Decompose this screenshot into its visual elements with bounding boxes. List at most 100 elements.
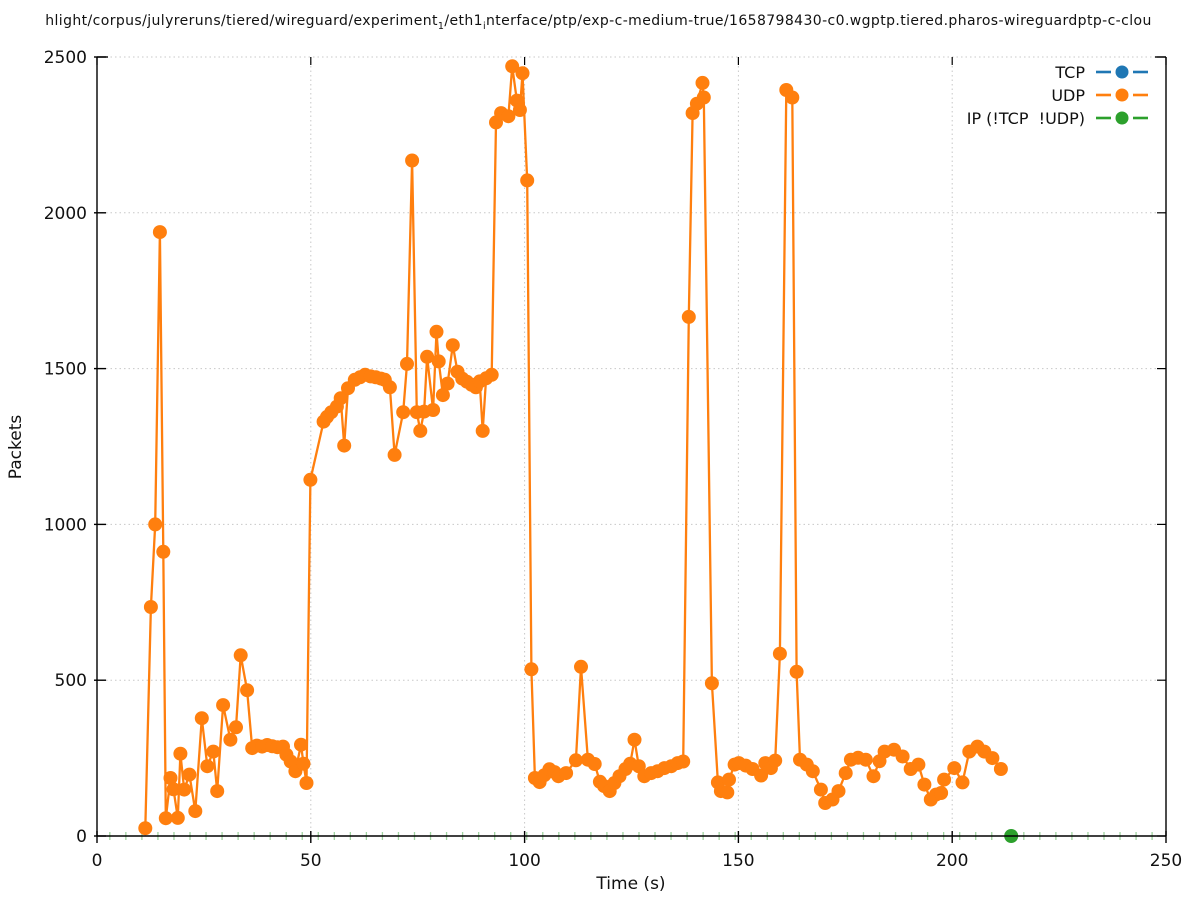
udp-data-point (696, 90, 711, 105)
x-tick-label: 50 (300, 851, 322, 871)
udp-data-point (294, 737, 308, 752)
udp-data-point (768, 753, 783, 768)
udp-data-point (445, 338, 460, 353)
x-tick-label: 100 (508, 851, 540, 871)
y-tick-label: 2500 (44, 48, 87, 68)
legend-item-ip: IP (!TCP !UDP) (967, 108, 1150, 128)
y-tick-label: 1500 (44, 360, 87, 380)
udp-data-point (216, 698, 231, 713)
udp-data-point (296, 756, 311, 771)
x-tick-label: 150 (722, 851, 754, 871)
udp-data-point (400, 356, 414, 371)
udp-data-point (229, 720, 243, 735)
udp-data-point (993, 762, 1008, 776)
legend-marker-ip-icon (1096, 111, 1148, 125)
udp-data-point (337, 438, 352, 453)
udp-data-point (426, 403, 441, 417)
udp-data-point (484, 367, 499, 382)
udp-data-point (396, 405, 411, 420)
udp-data-point (166, 782, 181, 797)
udp-data-point (524, 662, 539, 677)
udp-data-point (163, 771, 178, 785)
udp-data-point (627, 732, 642, 747)
udp-data-point (681, 309, 696, 324)
udp-data-point (299, 776, 314, 790)
udp-data-point (413, 423, 428, 438)
udp-data-point (676, 754, 691, 769)
x-tick-label: 200 (936, 851, 968, 871)
udp-data-point (805, 764, 820, 779)
udp-data-point (240, 683, 255, 698)
legend-marker-tcp-icon (1096, 65, 1148, 79)
udp-data-point (515, 66, 530, 81)
title-text: nterface/ptp/exp-c-medium-true/165879843… (485, 13, 1152, 29)
udp-data-point (695, 75, 710, 90)
udp-data-point (866, 769, 881, 784)
udp-data-point (303, 472, 318, 487)
udp-data-point (158, 811, 173, 826)
udp-data-point (559, 766, 574, 781)
udp-data-point (858, 752, 873, 767)
udp-data-point (587, 757, 602, 771)
udp-data-point (917, 777, 932, 792)
udp-data-point (405, 153, 420, 168)
udp-data-point (182, 767, 197, 782)
udp-data-point (143, 600, 158, 614)
udp-data-point (387, 447, 402, 462)
legend-marker-udp-icon (1096, 88, 1148, 102)
udp-data-point (475, 423, 490, 438)
udp-data-point (200, 759, 215, 774)
udp-data-point (722, 772, 736, 787)
udp-data-point (831, 784, 846, 799)
udp-data-point (911, 757, 926, 772)
udp-data-point (435, 388, 450, 403)
udp-data-point (429, 324, 444, 339)
x-tick-label: 0 (92, 851, 103, 871)
legend-item-tcp: TCP (1055, 62, 1150, 82)
udp-data-point (170, 810, 185, 825)
udp-data-point (440, 376, 455, 391)
udp-data-point (937, 772, 952, 787)
title-subscript: 1 (437, 20, 445, 32)
udp-data-point (233, 648, 248, 663)
udp-data-point (505, 59, 520, 74)
udp-series-line (144, 65, 1002, 829)
udp-data-point (210, 784, 225, 799)
udp-data-point (431, 354, 446, 369)
x-tick-label: 250 (1150, 851, 1182, 871)
udp-data-point (895, 749, 910, 764)
udp-data-point (148, 517, 163, 532)
udp-data-point (173, 746, 188, 761)
udp-data-point (138, 821, 153, 836)
y-tick-label: 2000 (44, 204, 87, 224)
udp-data-point (194, 711, 209, 726)
udp-data-point (785, 90, 800, 105)
legend-item-udp: UDP (1051, 85, 1150, 105)
y-tick-label: 0 (76, 827, 87, 847)
title-text: /eth1 (444, 13, 483, 29)
title-subscript: i (482, 20, 486, 32)
udp-data-point (838, 766, 853, 781)
udp-data-point (206, 744, 221, 759)
y-tick-label: 500 (55, 671, 87, 691)
x-axis-label: Time (s) (596, 874, 666, 894)
udp-data-point (772, 646, 787, 661)
title-text: hlight/corpus/julyreruns/tiered/wireguar… (45, 13, 438, 29)
udp-data-point (568, 753, 583, 768)
udp-data-point (420, 349, 435, 364)
udp-data-point (501, 109, 516, 124)
y-tick-label: 1000 (44, 515, 87, 535)
udp-data-point (789, 664, 804, 679)
udp-data-point (520, 173, 535, 188)
udp-data-point (188, 804, 203, 819)
udp-data-point (152, 225, 167, 240)
udp-data-point (223, 732, 238, 747)
udp-data-point (720, 785, 735, 800)
chart-title: hlight/corpus/julyreruns/tiered/wireguar… (45, 13, 1152, 32)
udp-data-point (955, 775, 970, 790)
udp-data-point (813, 782, 828, 797)
udp-data-point (704, 676, 719, 691)
legend-label-udp: UDP (1051, 85, 1085, 105)
